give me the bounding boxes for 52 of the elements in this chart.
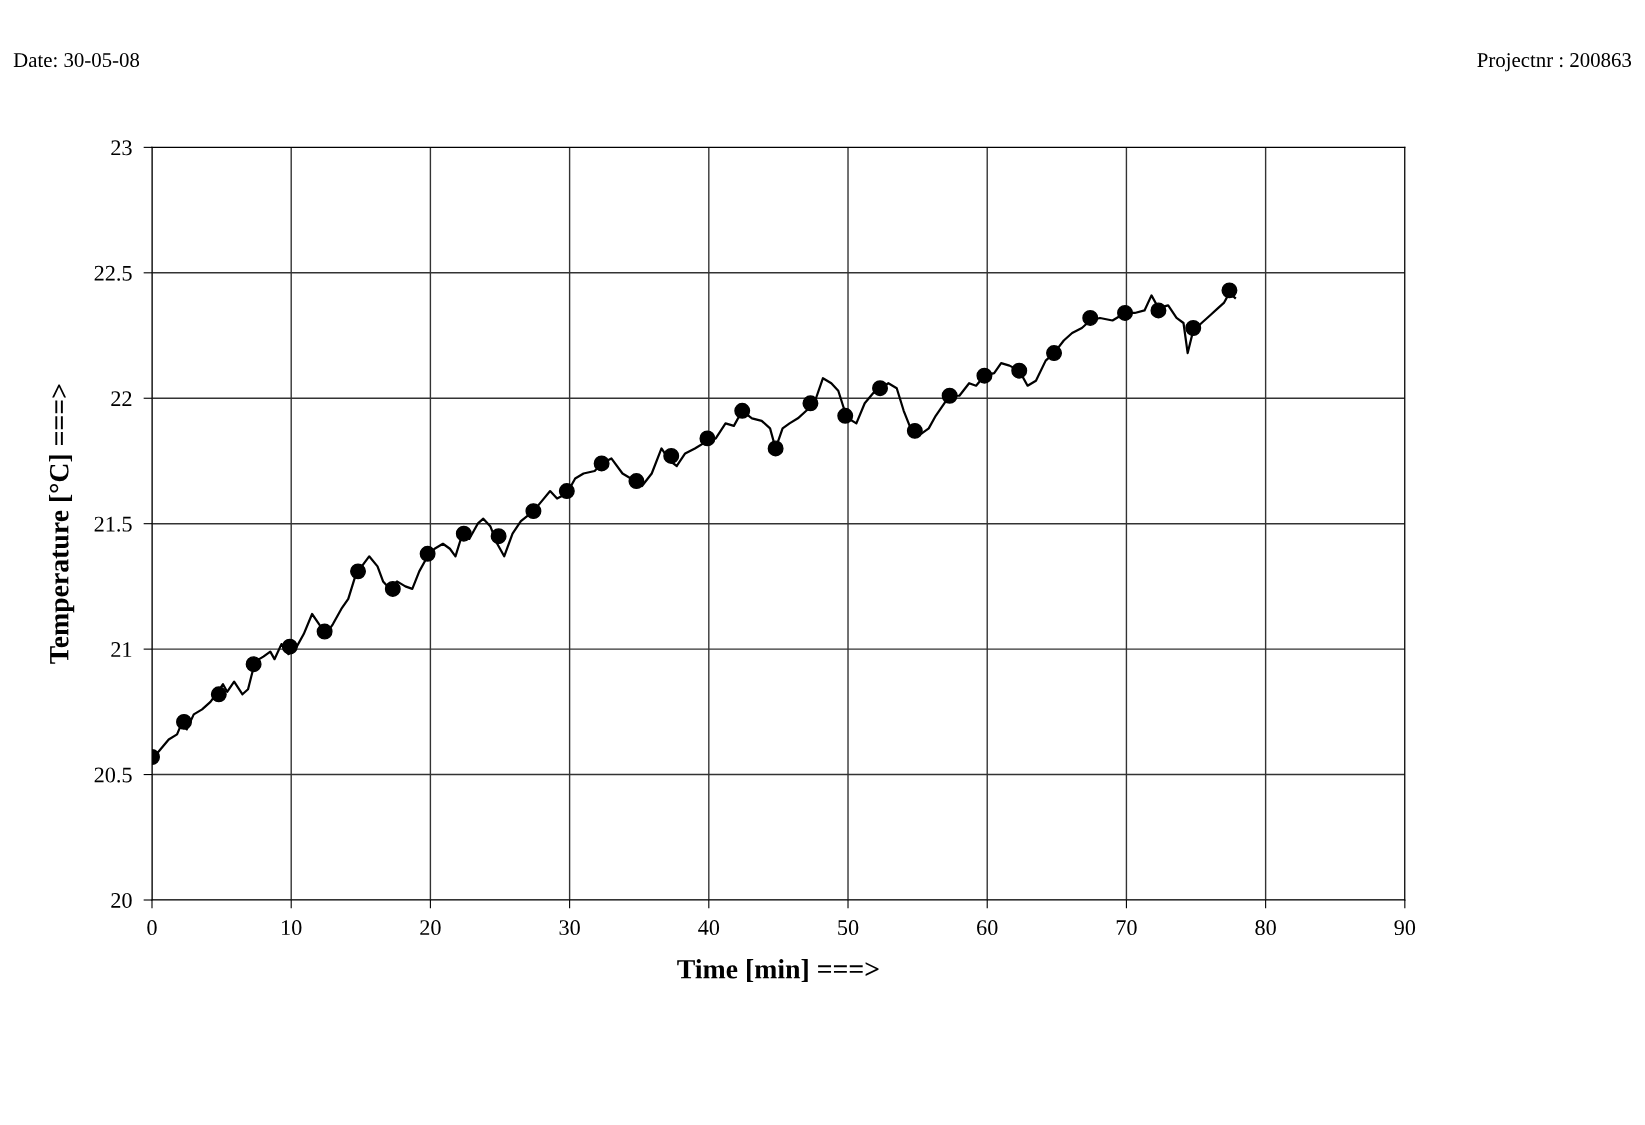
point: [1082, 309, 1099, 326]
point: [176, 713, 192, 730]
point: [1150, 302, 1167, 319]
point: [384, 580, 401, 597]
y-tick-label: 21: [111, 642, 132, 657]
point: [699, 430, 716, 447]
point: [558, 483, 575, 500]
y-tick-label: 22.5: [94, 265, 132, 281]
point: [628, 473, 645, 490]
point: [245, 656, 262, 673]
y-tick-label: 22: [111, 391, 132, 406]
y-tick-label: 20: [111, 892, 132, 908]
x-axis-title: Time [min] ===>: [677, 959, 879, 983]
y-tick-label: 23: [111, 140, 132, 156]
point: [1011, 362, 1028, 379]
point: [941, 387, 958, 404]
point: [734, 402, 751, 419]
x-tick-label: 50: [838, 920, 859, 936]
point: [490, 528, 507, 545]
point: [872, 380, 889, 397]
x-tick-label: 70: [1116, 920, 1137, 936]
point: [802, 395, 819, 412]
text: Projectnr : 200863: [1477, 53, 1632, 72]
x-tick-label: 20: [420, 920, 441, 936]
point: [1221, 282, 1238, 299]
x-tick-label: 80: [1255, 920, 1276, 936]
point: [455, 525, 472, 542]
x-tick-label: 40: [698, 920, 720, 936]
point: [210, 686, 227, 703]
point: [281, 638, 298, 655]
point: [1046, 345, 1063, 362]
point: [767, 440, 784, 457]
x-tick-label: 30: [559, 920, 580, 936]
x-tick-label: 10: [282, 920, 302, 936]
point: [593, 455, 610, 472]
x-tick-label: 0: [147, 920, 157, 936]
point: [350, 563, 366, 580]
point: [663, 447, 680, 464]
x-tick-label: 90: [1394, 920, 1416, 936]
y-tick-label: 20.5: [94, 767, 132, 783]
y-axis-title: Temperature [°C] ===>: [49, 384, 75, 664]
point: [316, 623, 333, 640]
text: Date: 30-05-08: [13, 53, 140, 68]
y-tick-label: 21.5: [94, 516, 132, 532]
point: [906, 422, 923, 439]
point: [525, 503, 542, 520]
point: [419, 545, 436, 562]
x-tick-label: 60: [977, 920, 998, 936]
point: [976, 367, 993, 384]
point: [837, 407, 854, 424]
point: [1185, 320, 1202, 336]
point: [1117, 304, 1134, 321]
